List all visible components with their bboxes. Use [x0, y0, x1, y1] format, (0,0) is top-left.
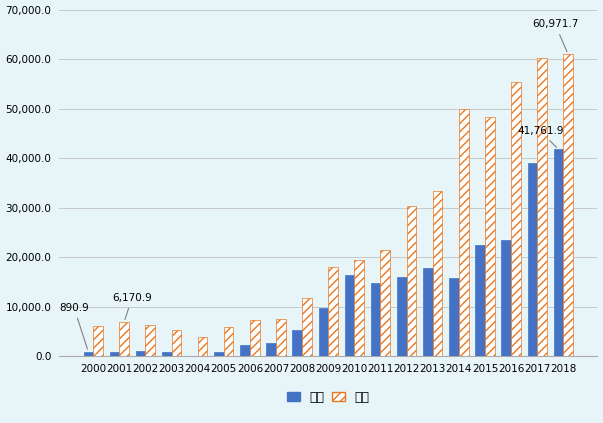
- Bar: [397, 277, 406, 356]
- Bar: [459, 109, 469, 356]
- Bar: [292, 330, 302, 356]
- Bar: [224, 327, 233, 356]
- Bar: [162, 352, 172, 356]
- Legend: 中国, 香港: 中国, 香港: [287, 391, 370, 404]
- Text: 6,170.9: 6,170.9: [112, 293, 152, 319]
- Bar: [345, 275, 355, 356]
- Bar: [198, 337, 207, 356]
- Bar: [475, 245, 485, 356]
- Bar: [423, 268, 433, 356]
- Bar: [502, 240, 511, 356]
- Bar: [302, 298, 312, 356]
- Bar: [328, 267, 338, 356]
- Bar: [240, 346, 250, 356]
- Bar: [276, 319, 286, 356]
- Bar: [145, 324, 155, 356]
- Bar: [371, 283, 380, 356]
- Bar: [449, 278, 459, 356]
- Bar: [93, 326, 103, 356]
- Text: 60,971.7: 60,971.7: [532, 19, 578, 52]
- Bar: [318, 308, 328, 356]
- Bar: [528, 163, 537, 356]
- Bar: [406, 206, 416, 356]
- Bar: [267, 343, 276, 356]
- Bar: [84, 352, 93, 356]
- Bar: [433, 191, 443, 356]
- Bar: [563, 54, 573, 356]
- Bar: [110, 352, 119, 356]
- Bar: [119, 322, 129, 356]
- Text: 41,761.9: 41,761.9: [517, 126, 563, 148]
- Bar: [511, 82, 521, 356]
- Bar: [554, 149, 563, 356]
- Text: 890.9: 890.9: [59, 303, 89, 349]
- Bar: [355, 260, 364, 356]
- Bar: [380, 250, 390, 356]
- Bar: [136, 351, 145, 356]
- Bar: [537, 58, 547, 356]
- Bar: [172, 330, 182, 356]
- Bar: [250, 320, 259, 356]
- Bar: [214, 352, 224, 356]
- Bar: [485, 117, 494, 356]
